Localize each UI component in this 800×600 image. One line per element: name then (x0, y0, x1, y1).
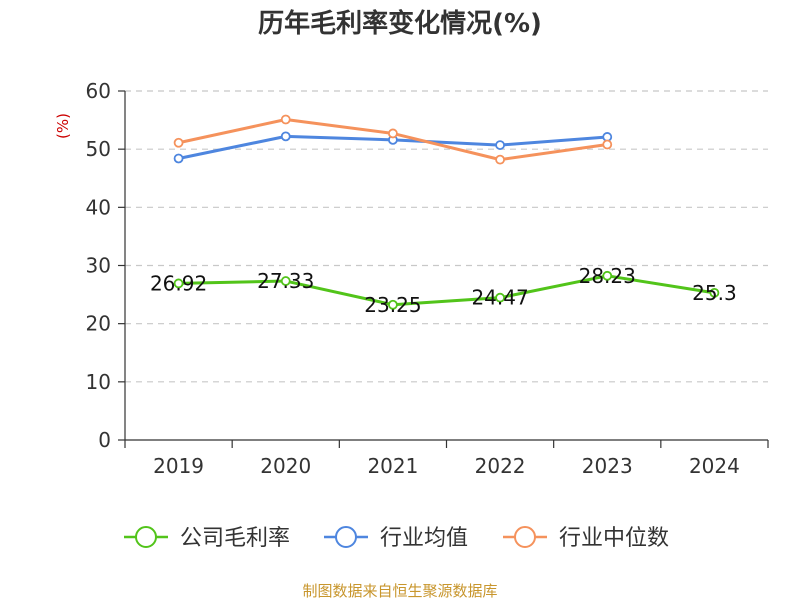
x-tick-label: 2020 (260, 454, 311, 478)
chart-title: 历年毛利率变化情况(%) (258, 8, 542, 39)
x-tick-label: 2019 (153, 454, 204, 478)
y-tick-label: 30 (86, 254, 111, 278)
data-point[interactable] (709, 287, 720, 298)
x-tick-label: 2024 (689, 454, 740, 478)
data-point[interactable] (388, 299, 398, 310)
x-axis-ticks: 2019 2020 2021 2022 2023 2024 (124, 440, 769, 478)
data-point[interactable] (280, 114, 291, 125)
legend-marker-icon (335, 526, 357, 548)
grid-lines (125, 90, 768, 383)
y-tick-label: 20 (86, 312, 111, 336)
legend-label: 行业均值 (380, 526, 468, 551)
y-tick-label: 10 (86, 370, 111, 394)
legend-item[interactable]: 行业中位数 (503, 526, 669, 551)
x-tick-label: 2022 (475, 454, 526, 478)
legend-marker-icon (135, 526, 157, 548)
legend-label: 公司毛利率 (180, 526, 290, 551)
data-point[interactable] (280, 276, 291, 286)
series-1 (173, 131, 613, 164)
x-tick-label: 2021 (367, 454, 418, 478)
data-point[interactable] (495, 140, 505, 150)
data-label: 28.23 (579, 264, 636, 288)
data-label: 25.3 (692, 281, 737, 305)
y-tick-label: 0 (98, 428, 111, 452)
y-tick-label: 50 (86, 137, 111, 161)
y-tick-label: 60 (86, 79, 111, 103)
data-label: 27.33 (257, 269, 314, 293)
x-tick-label: 2023 (582, 454, 633, 478)
data-point[interactable] (173, 137, 184, 148)
legend[interactable]: 公司毛利率 行业均值 行业中位数 (124, 526, 669, 551)
data-label: 26.92 (150, 271, 207, 295)
source-note: 制图数据来自恒生聚源数据库 (302, 582, 497, 600)
legend-label: 行业中位数 (559, 526, 669, 551)
data-label: 24.47 (471, 286, 528, 310)
data-point[interactable] (280, 131, 291, 142)
y-tick-label: 40 (86, 195, 111, 219)
series-2 (173, 114, 613, 165)
y-axis-ticks: 0 10 20 30 40 50 60 (86, 79, 125, 452)
data-point[interactable] (602, 139, 613, 150)
series-group (173, 114, 720, 310)
data-point[interactable] (173, 278, 184, 289)
data-point[interactable] (388, 128, 398, 139)
data-point[interactable] (495, 154, 505, 165)
legend-item[interactable]: 公司毛利率 (124, 526, 290, 551)
data-point[interactable] (495, 292, 505, 303)
series-line (178, 274, 715, 307)
data-point[interactable] (602, 270, 613, 281)
data-labels: 26.92 27.33 23.25 24.47 28.23 25.3 (150, 264, 737, 317)
legend-marker-icon (514, 526, 536, 548)
data-label: 23.25 (364, 293, 421, 317)
legend-item[interactable]: 行业均值 (324, 526, 468, 551)
series-0 (173, 270, 720, 310)
y-axis-unit: (%) (54, 113, 72, 139)
data-point[interactable] (173, 153, 184, 164)
